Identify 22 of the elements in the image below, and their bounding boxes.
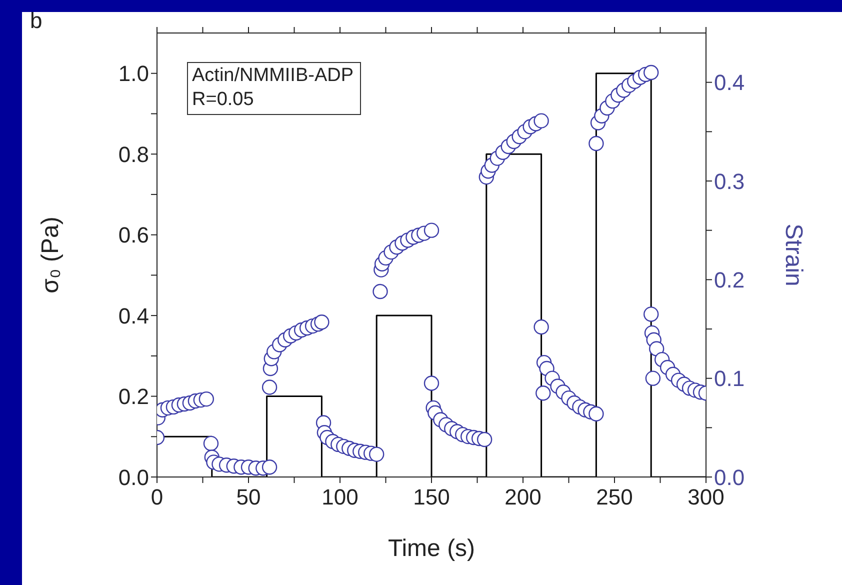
x-tick-label: 250	[596, 484, 633, 510]
x-tick-label: 200	[504, 484, 542, 510]
text: b	[30, 8, 42, 34]
y-tick-label: 1.0	[118, 61, 149, 86]
x-tick-label: 100	[322, 484, 358, 510]
y2-tick-label: 0.3	[714, 168, 745, 194]
y2-axis-title: Strain	[780, 224, 808, 286]
y2-tick-label: 0.4	[714, 70, 745, 96]
y2-tick-label: 0.1	[714, 366, 745, 392]
y-axis-title: σ₀ (Pa)	[36, 216, 64, 294]
y-tick-label: 0.8	[118, 142, 149, 167]
y-tick-label: 0.0	[118, 464, 149, 490]
y-tick-label: 0.6	[118, 222, 149, 248]
y-tick-label: 0.2	[118, 384, 149, 410]
y2-tick-label: 0.2	[714, 267, 745, 292]
annotation: Actin/NMMIIB-ADP	[192, 64, 354, 88]
x-tick-label: 50	[236, 484, 261, 510]
x-tick-label: 0	[150, 484, 164, 510]
annotation: R=0.05	[192, 88, 255, 112]
y-tick-label: 0.4	[118, 303, 149, 328]
x-axis-title: Time (s)	[388, 535, 476, 562]
x-tick-label: 150	[413, 484, 450, 510]
